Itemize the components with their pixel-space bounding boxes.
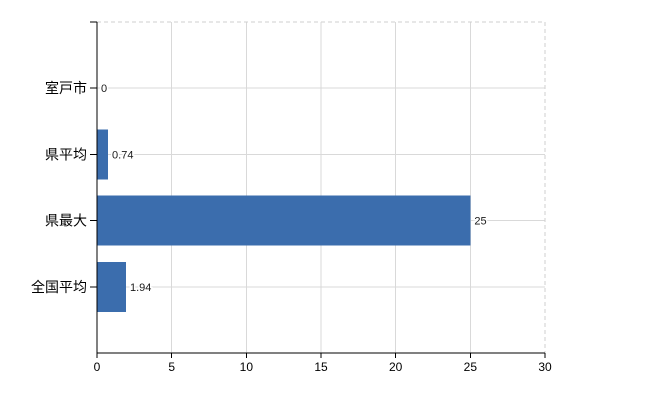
bar <box>97 195 471 246</box>
bar-value-label: 25 <box>474 216 486 228</box>
bar-value-label: 0.74 <box>112 149 133 161</box>
category-tick-label: 県平均 <box>45 146 87 162</box>
bar <box>97 261 126 312</box>
x-tick-label: 30 <box>538 360 552 374</box>
x-tick-label: 0 <box>94 360 101 374</box>
x-tick-label: 5 <box>168 360 175 374</box>
x-tick-label: 10 <box>240 360 254 374</box>
x-tick-label: 25 <box>464 360 478 374</box>
x-tick-label: 15 <box>314 360 328 374</box>
bar-value-label: 1.94 <box>130 282 151 294</box>
bar-value-label: 0 <box>101 83 107 95</box>
bar <box>97 129 109 180</box>
category-tick-label: 全国平均 <box>31 279 87 295</box>
axes <box>90 21 546 358</box>
category-tick-label: 県最大 <box>45 213 87 229</box>
x-tick-label: 20 <box>389 360 403 374</box>
category-tick-label: 室戸市 <box>45 80 87 96</box>
bars-series <box>97 129 471 312</box>
